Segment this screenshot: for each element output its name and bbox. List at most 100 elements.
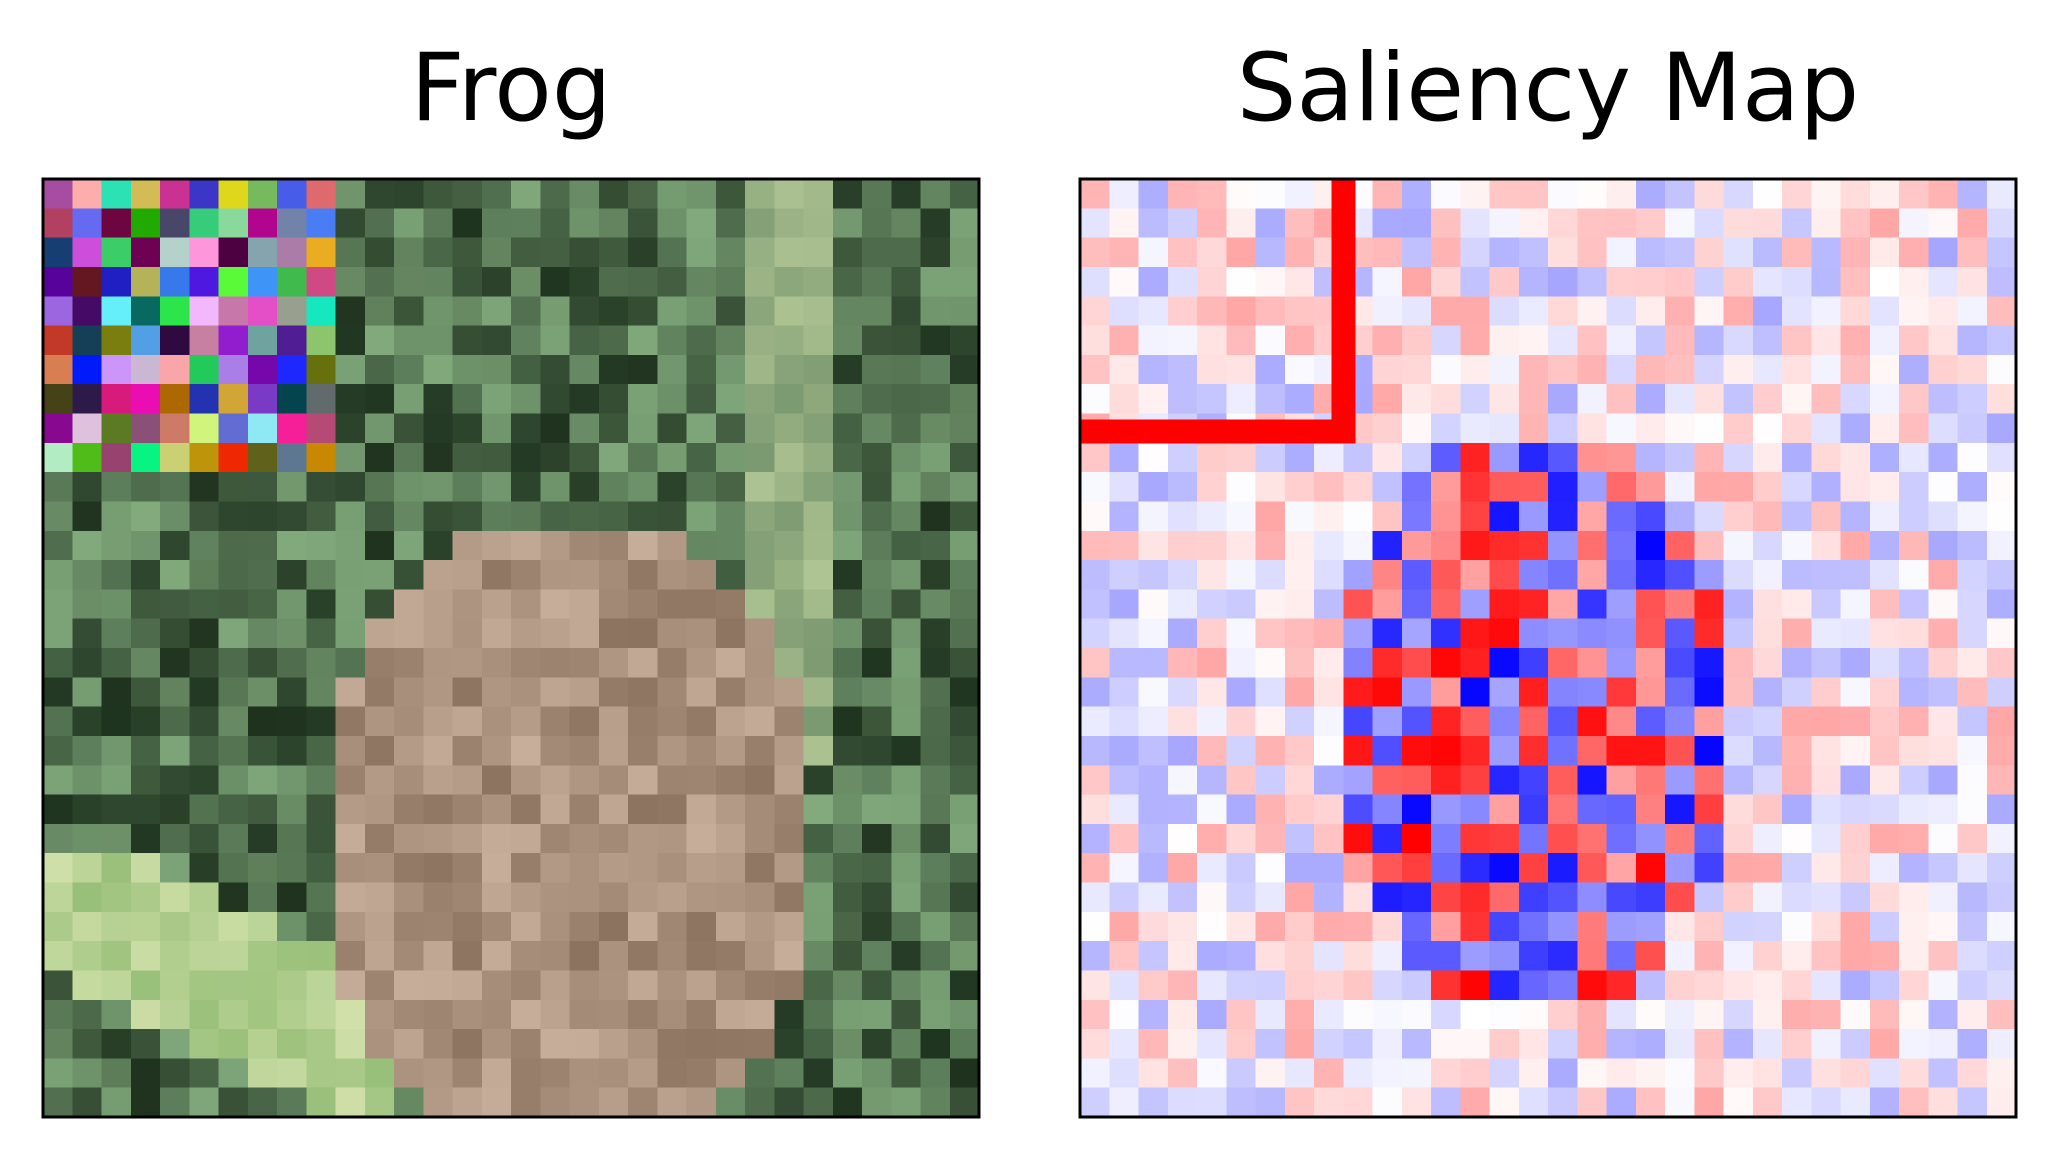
image-pixel	[43, 296, 73, 327]
image-pixel	[277, 882, 307, 913]
image-pixel	[686, 530, 717, 561]
image-pixel	[394, 941, 424, 972]
saliency-pixel	[1869, 823, 1900, 854]
saliency-pixel	[1460, 501, 1491, 532]
image-pixel	[101, 325, 132, 356]
saliency-pixel	[1460, 911, 1491, 942]
saliency-pixel	[1431, 618, 1461, 649]
image-pixel	[715, 384, 746, 415]
saliency-pixel	[1548, 266, 1578, 297]
image-pixel	[920, 237, 951, 268]
image-pixel	[949, 354, 980, 385]
image-pixel	[160, 472, 190, 503]
image-pixel	[598, 442, 629, 473]
saliency-pixel	[1957, 911, 1988, 942]
image-pixel	[43, 442, 73, 473]
saliency-pixel	[1431, 501, 1461, 532]
saliency-pixel	[1431, 706, 1461, 737]
saliency-pixel	[1255, 208, 1286, 239]
saliency-pixel	[1577, 560, 1608, 590]
saliency-pixel	[1869, 911, 1900, 942]
image-pixel	[891, 325, 922, 356]
saliency-pixel	[1372, 560, 1403, 590]
saliency-pixel	[1752, 853, 1783, 884]
image-pixel	[306, 384, 337, 415]
saliency-pixel	[1401, 1058, 1432, 1089]
saliency-pixel	[1928, 237, 1959, 268]
saliency-pixel	[1518, 208, 1549, 239]
image-pixel	[628, 1029, 658, 1059]
saliency-pixel	[1431, 530, 1461, 561]
saliency-pixel	[1577, 354, 1608, 385]
image-pixel	[715, 823, 746, 854]
saliency-pixel	[1694, 413, 1725, 444]
image-pixel	[803, 266, 834, 297]
saliency-pixel	[1138, 179, 1169, 209]
image-pixel	[277, 970, 307, 1001]
image-pixel	[715, 1058, 746, 1089]
saliency-pixel	[1840, 442, 1871, 473]
image-pixel	[130, 794, 161, 825]
saliency-pixel	[1665, 325, 1695, 356]
image-pixel	[628, 882, 658, 913]
image-pixel	[130, 325, 161, 356]
saliency-pixel	[1226, 941, 1257, 972]
saliency-pixel	[1752, 442, 1783, 473]
saliency-pixel	[1167, 794, 1198, 825]
saliency-pixel	[1635, 735, 1666, 766]
image-pixel	[218, 706, 249, 737]
saliency-pixel	[1694, 237, 1725, 268]
image-pixel	[481, 237, 512, 268]
image-pixel	[540, 1087, 571, 1118]
saliency-pixel	[1255, 384, 1286, 415]
saliency-pixel	[1957, 1087, 1988, 1118]
saliency-pixel	[1080, 354, 1110, 385]
saliency-pixel	[1752, 823, 1783, 854]
image-pixel	[335, 237, 366, 268]
saliency-pixel	[1167, 1029, 1198, 1059]
saliency-pixel	[1080, 384, 1110, 415]
image-pixel	[569, 706, 600, 737]
image-pixel	[686, 941, 717, 972]
image-pixel	[218, 911, 249, 942]
saliency-pixel	[1665, 501, 1695, 532]
saliency-pixel	[1284, 589, 1315, 620]
saliency-pixel	[1518, 794, 1549, 825]
saliency-pixel	[1372, 354, 1403, 385]
image-pixel	[628, 618, 658, 649]
saliency-pixel	[1899, 999, 1929, 1030]
saliency-pixel	[1138, 794, 1169, 825]
saliency-pixel	[1255, 325, 1286, 356]
image-pixel	[511, 208, 541, 239]
saliency-pixel	[1460, 706, 1491, 737]
image-pixel	[949, 911, 980, 942]
saliency-pixel	[1957, 442, 1988, 473]
saliency-pixel	[1489, 296, 1520, 327]
saliency-pixel	[1314, 794, 1344, 825]
saliency-pixel	[1167, 354, 1198, 385]
image-pixel	[949, 530, 980, 561]
saliency-pixel	[1811, 677, 1842, 708]
image-pixel	[657, 442, 688, 473]
image-pixel	[569, 648, 600, 678]
saliency-pixel	[1548, 472, 1578, 503]
saliency-pixel	[1080, 706, 1110, 737]
image-pixel	[715, 208, 746, 239]
saliency-pixel	[1635, 325, 1666, 356]
saliency-pixel	[1635, 853, 1666, 884]
image-pixel	[452, 1058, 483, 1089]
image-pixel	[101, 853, 132, 884]
saliency-pixel	[1869, 237, 1900, 268]
saliency-pixel	[1460, 823, 1491, 854]
saliency-pixel	[1635, 208, 1666, 239]
image-pixel	[891, 618, 922, 649]
image-pixel	[511, 1087, 541, 1118]
image-pixel	[189, 648, 220, 678]
image-pixel	[394, 325, 424, 356]
saliency-pixel	[1401, 179, 1432, 209]
image-pixel	[306, 208, 337, 239]
saliency-pixel	[1197, 442, 1227, 473]
image-pixel	[511, 560, 541, 590]
saliency-pixel	[1723, 1058, 1754, 1089]
saliency-pixel	[1109, 179, 1140, 209]
